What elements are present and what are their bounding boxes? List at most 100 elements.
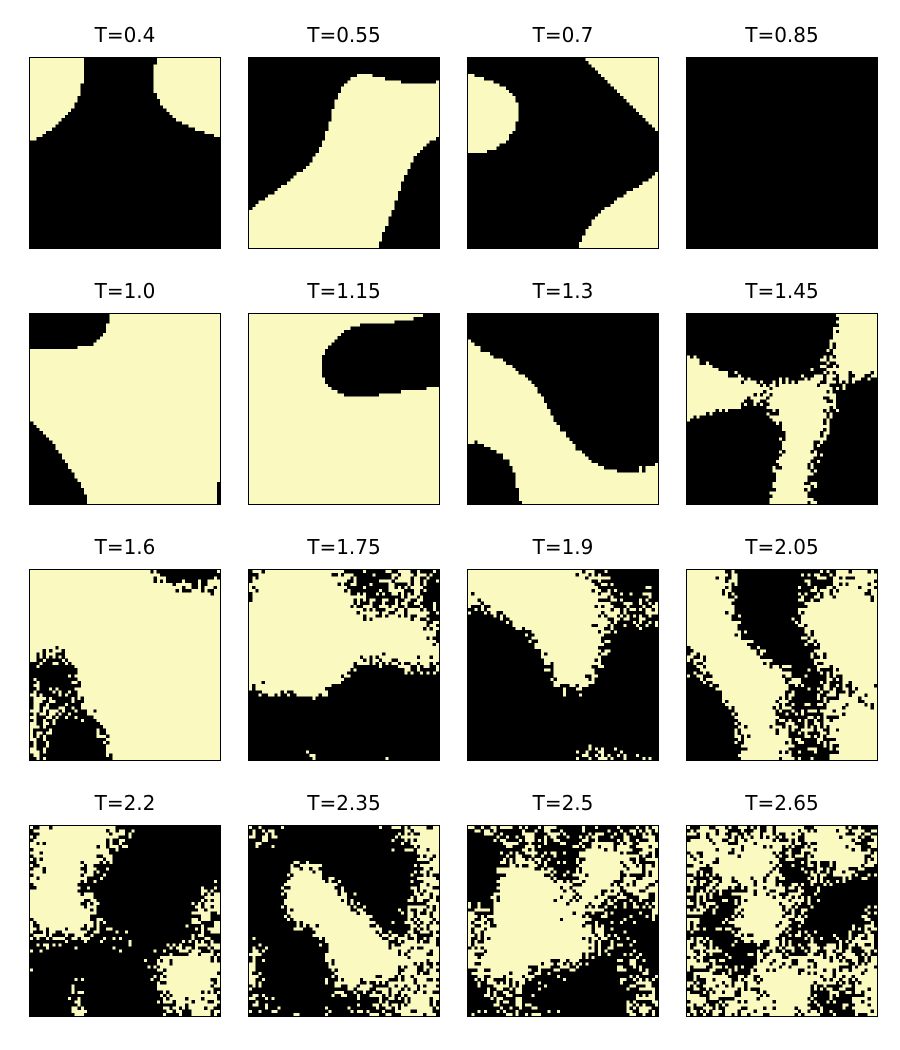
spin-down-run [702, 911, 713, 915]
spin-down-run [213, 1006, 220, 1010]
spin-down-run [185, 1003, 189, 1007]
spin-down-run [45, 696, 50, 701]
spin-down-run [788, 965, 792, 969]
spin-down-run [756, 997, 761, 1001]
spin-down-run [468, 178, 649, 182]
spin-down-run [388, 933, 392, 938]
spin-down-run [468, 693, 564, 697]
spin-down-run [801, 756, 811, 760]
spin-down-run [594, 677, 658, 682]
spin-down-run [30, 1003, 78, 1007]
spin-down-run [645, 854, 652, 858]
spin-down-run [826, 364, 833, 369]
spin-down-run [706, 908, 713, 912]
spin-down-run [778, 421, 783, 426]
spin-down-run [616, 589, 658, 593]
spin-down-run [706, 927, 716, 931]
spin-down-run [737, 728, 742, 732]
spin-down-run [709, 1009, 713, 1014]
spin-down-run [347, 895, 411, 900]
spin-down-run [249, 955, 253, 960]
spin-down-run [80, 927, 88, 931]
spin-down-run [734, 611, 799, 615]
spin-down-run [359, 601, 370, 606]
spin-down-run [416, 917, 421, 922]
spin-down-run [782, 952, 786, 957]
spin-down-run [375, 573, 392, 577]
spin-down-run [468, 329, 658, 334]
spin-down-run [687, 238, 877, 242]
spin-down-run [112, 838, 119, 843]
spin-down-run [687, 459, 776, 464]
spin-down-run [515, 127, 656, 132]
spin-down-run [807, 908, 865, 912]
spin-down-run [807, 725, 811, 729]
spin-down-run [813, 848, 818, 852]
spin-down-cells [468, 570, 658, 760]
spin-down-run [426, 962, 433, 966]
spin-down-run [575, 684, 580, 688]
spin-down-run [731, 706, 735, 710]
spin-down-run [521, 826, 526, 830]
spin-down-run [645, 959, 658, 963]
spin-down-run [249, 70, 439, 75]
spin-down-run [832, 744, 840, 748]
spin-down-run [737, 1012, 742, 1016]
spin-down-run [645, 832, 649, 836]
spin-down-run [696, 984, 704, 988]
spin-down-run [845, 876, 849, 881]
spin-down-run [807, 642, 814, 647]
spin-down-run [775, 864, 780, 868]
spin-down-run [867, 908, 877, 912]
spin-down-run [525, 981, 538, 985]
spin-down-run [318, 867, 424, 871]
spin-down-run [499, 83, 611, 87]
spin-down-run [629, 835, 643, 839]
spin-down-run [604, 848, 608, 852]
spin-down-run [626, 917, 652, 922]
spin-down-run [213, 981, 218, 985]
spin-down-run [832, 709, 837, 713]
spin-down-run [651, 756, 658, 760]
spin-down-run [397, 1003, 402, 1007]
spin-down-run [810, 895, 877, 900]
spin-down-run [404, 178, 439, 182]
spin-down-run [344, 329, 439, 334]
spin-down-run [639, 838, 649, 843]
spin-down-run [537, 864, 545, 868]
spin-down-run [249, 73, 357, 78]
spin-down-run [861, 845, 871, 849]
spin-down-run [851, 984, 856, 988]
spin-down-run [728, 851, 735, 855]
spin-down-run [36, 652, 40, 656]
spin-down-run [468, 326, 658, 331]
spin-down-run [610, 592, 621, 596]
spin-down-run [807, 731, 821, 735]
spin-down-run [623, 829, 630, 833]
spin-down-run [687, 86, 877, 90]
spin-down-run [468, 620, 507, 625]
spin-down-run [826, 399, 833, 403]
spin-down-run [426, 623, 430, 628]
spin-down-run [826, 415, 830, 419]
spin-down-run [531, 841, 545, 846]
spin-down-run [591, 930, 595, 934]
spin-down-run [566, 687, 576, 691]
spin-down-run [737, 582, 808, 587]
spin-down-run [487, 917, 494, 922]
spin-down-run [274, 997, 357, 1001]
spin-down-run [816, 993, 830, 998]
spin-down-run [325, 879, 329, 884]
spin-down-run [801, 892, 814, 896]
spin-down-run [588, 573, 592, 577]
spin-down-run [807, 494, 877, 498]
spin-down-run [426, 870, 430, 874]
spin-down-run [870, 949, 875, 953]
spin-down-run [651, 595, 658, 599]
spin-down-run [807, 870, 811, 874]
spin-down-run [582, 952, 586, 957]
panel-title: T=0.4 [94, 23, 156, 47]
spin-down-run [468, 851, 500, 855]
spin-down-run [468, 687, 564, 691]
spin-down-run [693, 889, 700, 893]
